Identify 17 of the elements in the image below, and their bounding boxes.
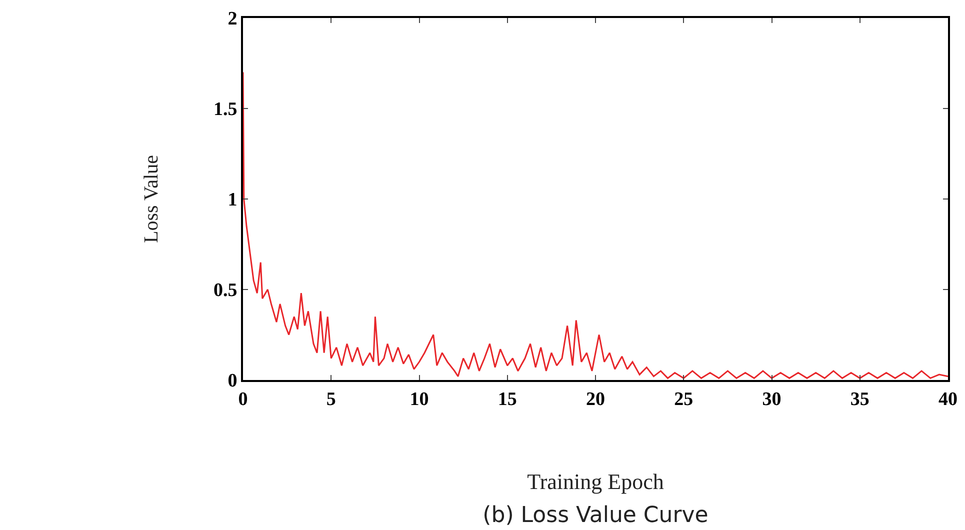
y-axis-title: Loss Value	[140, 154, 162, 243]
y-tick-label: 0.5	[213, 280, 238, 302]
text: (b) Loss Value Curve	[482, 503, 708, 528]
x-tick-label: 40	[938, 388, 958, 410]
line-series	[243, 72, 948, 379]
y-tick-label: 0	[228, 370, 238, 392]
x-tick-label: 30	[762, 388, 782, 410]
x-tick-label: 20	[586, 388, 605, 410]
y-tick-label: 1.5	[213, 99, 238, 120]
x-axis-title: Training Epoch	[527, 469, 664, 494]
x-tick-label: 5	[326, 388, 336, 410]
x-tick-label: 10	[410, 388, 429, 410]
x-tick-label: 15	[498, 388, 517, 410]
y-tick-label: 1	[228, 190, 238, 211]
x-tick-label: 25	[674, 388, 694, 410]
x-tick-label: 35	[850, 388, 870, 410]
y-tick-label: 2	[228, 8, 238, 30]
